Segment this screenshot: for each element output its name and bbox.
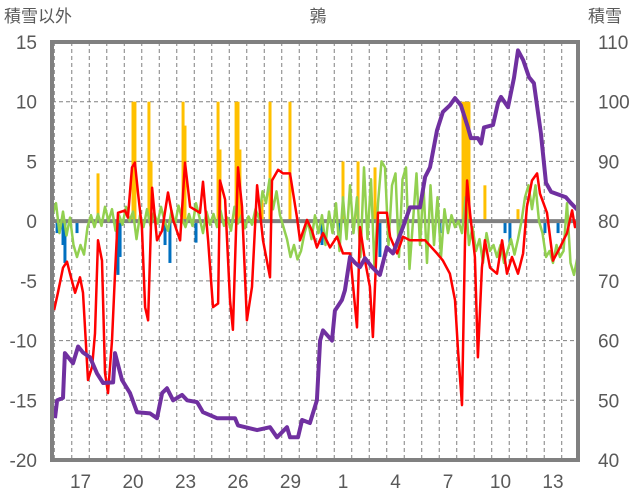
precip-positive-bar bbox=[464, 101, 468, 222]
right-tick-label: 60 bbox=[598, 332, 619, 353]
precip-negative-bar bbox=[55, 221, 59, 234]
right-tick-label: 50 bbox=[598, 391, 619, 412]
precip-negative-bar bbox=[61, 221, 65, 246]
right-axis-title: 積雪 bbox=[588, 7, 622, 27]
precip-positive-bar bbox=[516, 209, 520, 222]
precip-negative-bar bbox=[194, 221, 198, 243]
precip-positive-bar bbox=[467, 101, 471, 222]
precip-negative-bar bbox=[543, 221, 547, 234]
left-tick-label: 5 bbox=[26, 152, 37, 173]
x-tick-label: 29 bbox=[280, 472, 301, 493]
precip-positive-bar bbox=[461, 101, 465, 222]
precip-positive-bar bbox=[288, 101, 292, 222]
plot-border bbox=[50, 40, 580, 462]
left-tick-label: 15 bbox=[16, 33, 37, 54]
right-tick-label: 110 bbox=[598, 33, 628, 54]
x-tick-label: 4 bbox=[390, 472, 401, 493]
snow-depth bbox=[53, 48, 578, 440]
precip-negative-bar bbox=[168, 221, 172, 263]
chart-title: 鶉 bbox=[310, 7, 327, 27]
plot-frame bbox=[50, 40, 580, 462]
precip-positive-bar bbox=[260, 199, 264, 222]
precip-negative-bar bbox=[556, 221, 560, 234]
precip-positive-bar bbox=[236, 101, 240, 222]
right-tick-label: 80 bbox=[598, 212, 619, 233]
x-tick-label: 23 bbox=[175, 472, 196, 493]
left-tick-label: 0 bbox=[26, 212, 37, 233]
red-line bbox=[52, 161, 578, 407]
left-tick-label: -5 bbox=[20, 272, 37, 293]
precip-negative-bar bbox=[163, 221, 167, 246]
left-tick-label: 10 bbox=[16, 93, 37, 114]
right-tick-label: 100 bbox=[598, 93, 630, 114]
x-tick-label: 13 bbox=[542, 472, 563, 493]
left-tick-label: -15 bbox=[10, 391, 37, 412]
precip-negative-bar bbox=[63, 221, 67, 263]
precip-negative-bar bbox=[116, 221, 120, 275]
precip-positive-bar bbox=[373, 167, 377, 222]
precip-negative-bar bbox=[503, 221, 507, 234]
precip-negative-bar bbox=[378, 221, 382, 257]
x-tick-label: 26 bbox=[227, 472, 248, 493]
precip-positive-bar bbox=[483, 185, 487, 222]
x-tick-label: 10 bbox=[490, 472, 511, 493]
precip-positive-bar bbox=[341, 161, 345, 222]
precip-positive-bar bbox=[216, 101, 220, 222]
left-tick-label: -20 bbox=[10, 451, 37, 472]
x-tick-label: 20 bbox=[122, 472, 143, 493]
precip-positive-bar bbox=[234, 101, 238, 222]
right-tick-label: 70 bbox=[598, 272, 619, 293]
precip-positive-bar bbox=[356, 161, 360, 222]
precip-positive-bar bbox=[147, 101, 151, 222]
right-tick-label: 40 bbox=[598, 451, 619, 472]
precip-positive-bar bbox=[96, 173, 100, 222]
left-tick-label: -10 bbox=[10, 332, 37, 353]
precip-positive-bar bbox=[268, 101, 272, 222]
precip-positive-bar bbox=[131, 101, 135, 222]
precip-negative-bar bbox=[508, 221, 512, 246]
x-tick-label: 1 bbox=[338, 472, 349, 493]
precip-negative-bar bbox=[75, 221, 79, 234]
right-tick-label: 90 bbox=[598, 152, 619, 173]
x-tick-label: 7 bbox=[443, 472, 454, 493]
precip-negative-bar bbox=[118, 221, 122, 257]
precip-positive-bar bbox=[181, 101, 185, 222]
left-axis-title: 積雪以外 bbox=[4, 7, 72, 27]
x-tick-label: 17 bbox=[70, 472, 91, 493]
plot-marks bbox=[52, 48, 578, 440]
